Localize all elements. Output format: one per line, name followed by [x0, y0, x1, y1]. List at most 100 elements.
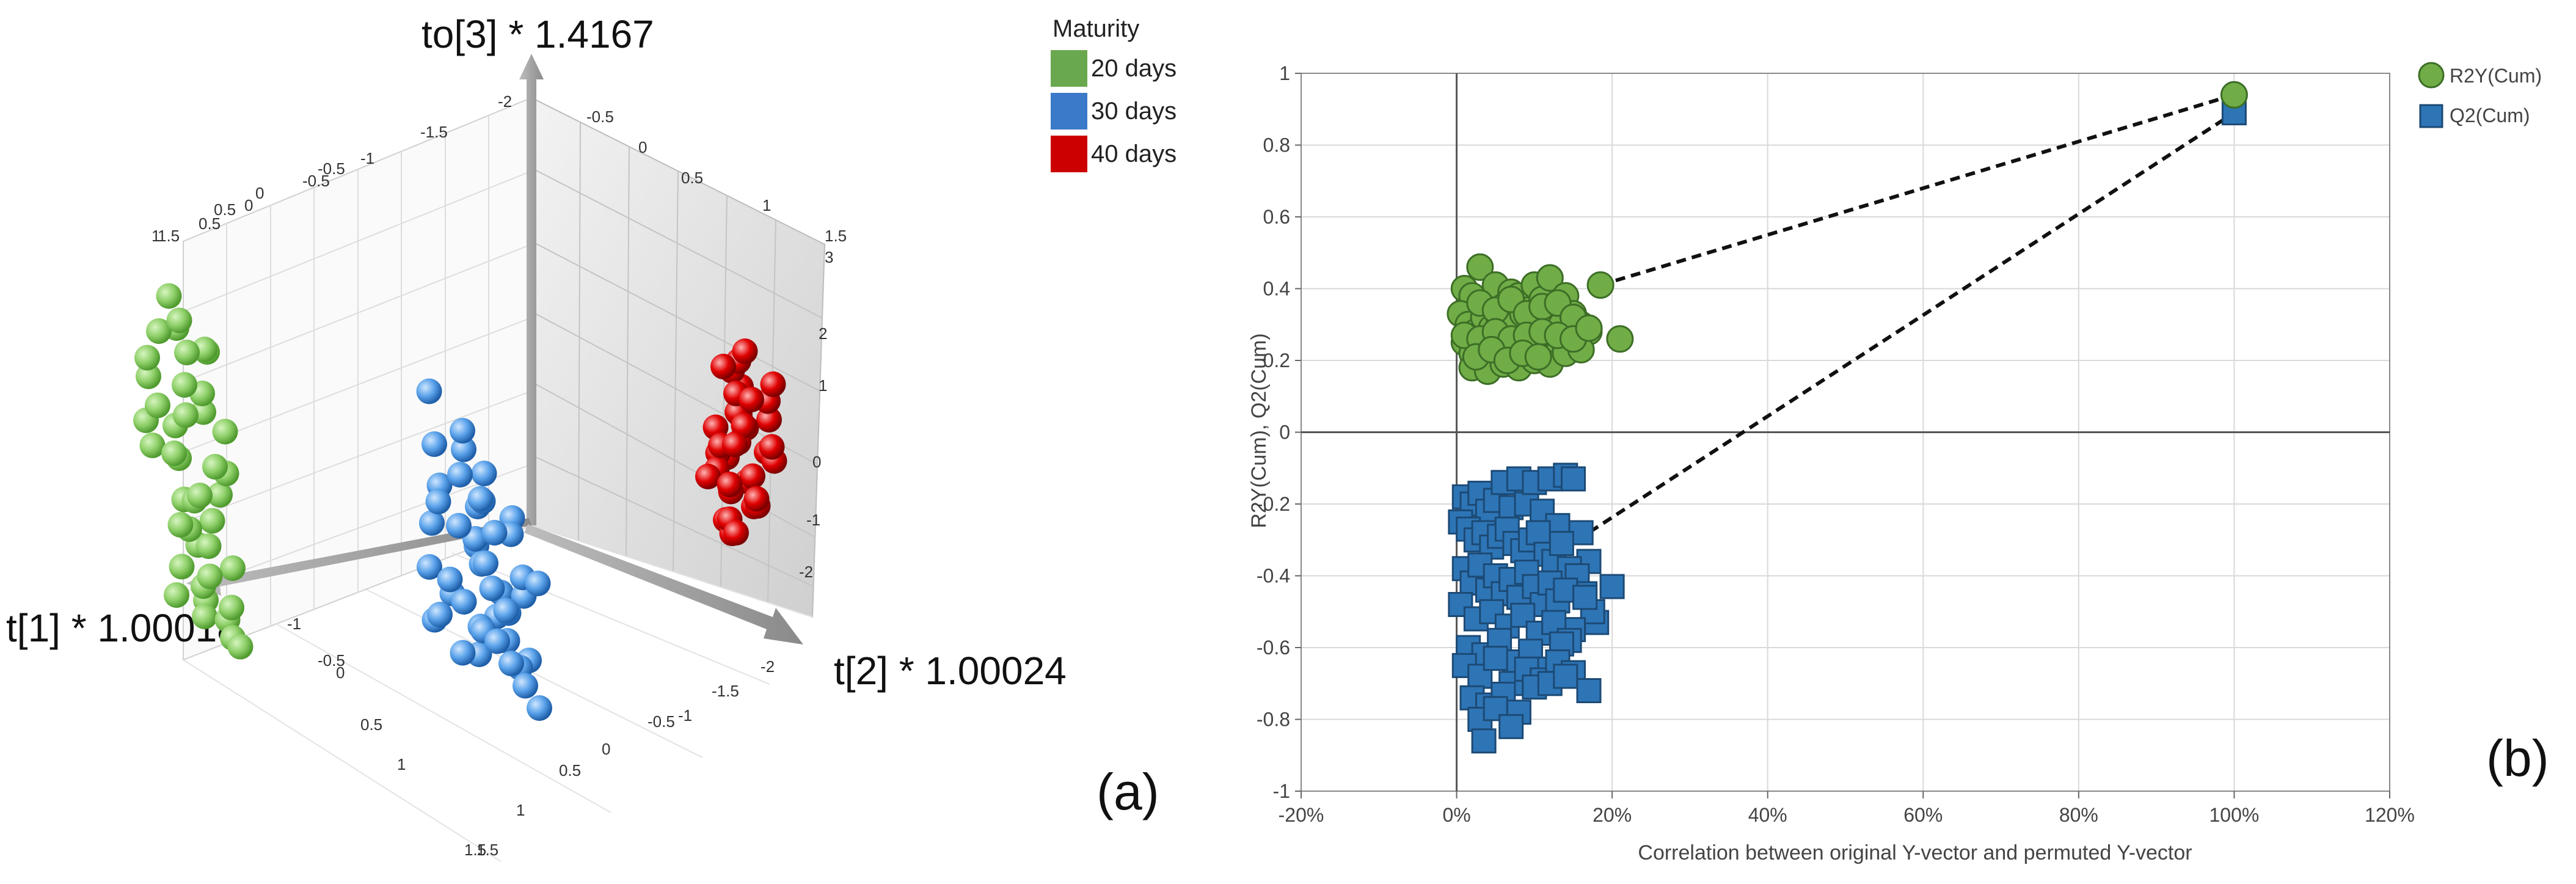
- tick-left-4: 0.5: [360, 715, 382, 734]
- point-40-days-21: [739, 387, 764, 412]
- r2y-point-18: [1586, 271, 1615, 299]
- point-40-days-25: [743, 486, 770, 512]
- q2-point-61: [1572, 585, 1598, 610]
- point-20-days-31: [145, 392, 170, 418]
- tick-top-2: -1.5: [420, 123, 448, 141]
- tick-z-m2: -2: [799, 563, 813, 581]
- tick-bot-4: -0.5: [648, 712, 675, 731]
- y-tick-label-7: -0.4: [1257, 565, 1290, 587]
- point-20-days-41: [156, 283, 182, 309]
- tick-z-0: 0: [812, 453, 821, 471]
- dashed-line-q2cum: [1549, 111, 2236, 560]
- point-30-days-44: [419, 510, 445, 536]
- point-20-days-13: [202, 454, 228, 480]
- r2y-point-78: [1524, 343, 1552, 371]
- axis-ticks-a: -2 -1.5 -1 -0.5 0 0.5 -0.5 0 0.5 1 1.5 -…: [151, 92, 847, 859]
- y-tick-label-5: 0: [1279, 422, 1290, 444]
- regression-lines: [1549, 93, 2236, 560]
- point-20-days-23: [220, 555, 246, 581]
- point-20-days-0: [146, 318, 172, 344]
- point-20-days-11: [212, 418, 238, 445]
- legend-b: R2Y(Cum) Q2(Cum): [2418, 62, 2542, 128]
- y-tick-label-9: -0.8: [1257, 709, 1290, 731]
- point-20-days-37: [227, 634, 254, 660]
- point-30-days-19: [527, 695, 552, 721]
- dashed-line-r2ycum: [1600, 93, 2235, 287]
- y-tick-label-0: 1: [1279, 62, 1290, 84]
- legend-marker-q2: [2419, 104, 2443, 128]
- tick-bot-2: -1.5: [712, 682, 739, 700]
- x-tick-label-5: 80%: [2059, 804, 2098, 826]
- y-tick-label-1: 0.8: [1263, 134, 1290, 156]
- x-tick-label-6: 100%: [2209, 804, 2260, 826]
- point-20-days-32: [139, 433, 166, 458]
- point-20-days-5: [136, 363, 161, 389]
- tick-top-y7: 1: [151, 227, 160, 245]
- tick-left-6: 1.5: [464, 841, 486, 859]
- point-20-days-33: [187, 483, 213, 508]
- point-20-days-35: [197, 563, 223, 590]
- tick-right-1: -0.5: [586, 108, 614, 126]
- point-20-days-27: [192, 604, 217, 629]
- tick-bot-3: -1: [678, 706, 692, 725]
- point-40-days-9: [740, 463, 765, 489]
- point-40-days-27: [710, 354, 736, 379]
- legend-label-q2: Q2(Cum): [2450, 104, 2530, 126]
- y-tick-label-2: 0.6: [1263, 206, 1290, 228]
- legend-label-r2y: R2Y(Cum): [2450, 65, 2542, 87]
- y-tick-label-6: -0.2: [1257, 493, 1290, 515]
- y-tick-label-3: 0.4: [1263, 278, 1290, 300]
- point-40-days-13: [723, 520, 749, 546]
- q2-point-77: [1576, 678, 1602, 703]
- panel-a-3d-score-plot: -2 -1.5 -1 -0.5 0 0.5 -0.5 0 0.5 1 1.5 -…: [6, 12, 1177, 862]
- legend-marker-r2y: [2418, 62, 2445, 89]
- tick-left-1: -1: [287, 615, 301, 633]
- point-20-days-12: [161, 440, 187, 466]
- point-20-days-3: [172, 372, 197, 398]
- q2-point-84: [1553, 663, 1578, 689]
- r2y-point-12: [1536, 264, 1564, 292]
- y-axis-title-b: R2Y(Cum), Q2(Cum): [1247, 333, 1271, 528]
- legend-swatch-40-days: [1051, 136, 1087, 172]
- points-b: [1447, 81, 2248, 754]
- point-40-days-5: [722, 431, 748, 458]
- point-30-days-16: [498, 651, 524, 676]
- legend-swatch-20-days: [1051, 50, 1087, 87]
- r2y-point-73: [1575, 314, 1603, 342]
- q2-point-59: [1541, 610, 1567, 635]
- point-30-days-32: [525, 571, 551, 596]
- tick-top-6: 0.5: [199, 214, 221, 233]
- x-tick-label-3: 40%: [1748, 804, 1787, 826]
- tick-z-1: 1: [819, 376, 827, 395]
- tick-right-4: 1: [762, 196, 771, 214]
- tick-top-y6: 0.5: [214, 200, 236, 219]
- point-20-days-8: [173, 402, 199, 428]
- tick-right-3: 0.5: [681, 169, 703, 187]
- point-40-days-17: [759, 434, 785, 460]
- tick-right-2: 0: [638, 138, 647, 156]
- point-30-days-38: [416, 378, 442, 404]
- point-20-days-25: [164, 582, 189, 608]
- tick-bot-8: 1.5: [476, 841, 498, 859]
- tick-left-3: 0: [336, 663, 345, 682]
- legend-a: Maturity 20 days 30 days 40 days: [1051, 15, 1177, 172]
- legend-label-20-days: 20 days: [1091, 55, 1177, 82]
- point-20-days-1: [174, 340, 200, 365]
- x-tick-label-1: 0%: [1442, 804, 1470, 826]
- tick-z-2: 2: [819, 324, 827, 343]
- tick-bot-5: 0: [602, 740, 610, 758]
- point-20-days-26: [219, 594, 244, 621]
- x-tick-label-4: 60%: [1903, 804, 1943, 826]
- y-tick-label-8: -0.6: [1257, 637, 1290, 659]
- tick-top-y5: 0: [255, 184, 264, 202]
- point-30-days-33: [421, 431, 447, 457]
- point-40-days-30: [695, 464, 721, 489]
- y-tick-label-10: -1: [1273, 780, 1290, 802]
- panel-label-a: (a): [1096, 763, 1159, 820]
- x-tick-label-0: -20%: [1279, 804, 1324, 826]
- r2y-point-0: [2220, 81, 2248, 109]
- point-40-days-26: [732, 338, 758, 364]
- tick-bot-7: 1: [516, 801, 525, 819]
- axis-label-y: t[2] * 1.00024: [834, 649, 1067, 693]
